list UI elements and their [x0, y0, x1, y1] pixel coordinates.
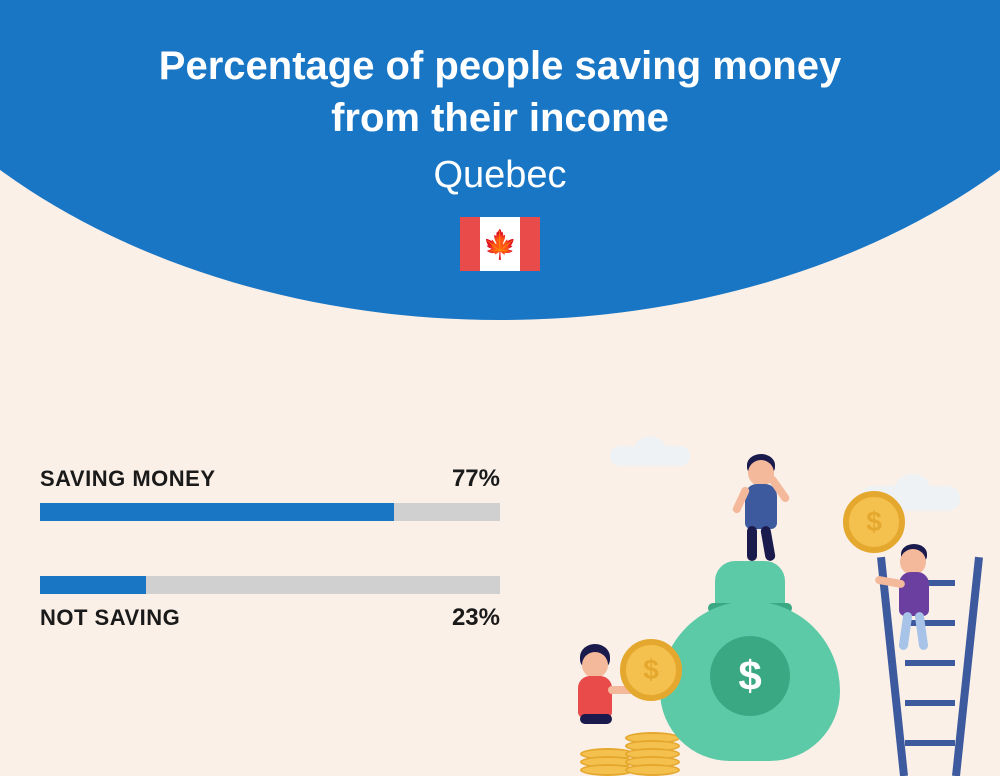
bar-fill [40, 503, 394, 521]
person-icon [895, 546, 955, 656]
bar-label: SAVING MONEY [40, 466, 216, 492]
bar-chart: SAVING MONEY 77% NOT SAVING 23% [40, 465, 500, 687]
dollar-sign-icon: $ [710, 636, 790, 716]
savings-illustration: $ $ $ [570, 436, 990, 776]
title-line2: from their income [331, 96, 669, 140]
bar-track [40, 503, 500, 521]
flag-stripe-right [520, 217, 540, 271]
bar-header: NOT SAVING 23% [40, 604, 500, 632]
bar-saving-money: SAVING MONEY 77% [40, 465, 500, 521]
flag-leaf-icon: 🍁 [480, 217, 520, 271]
bar-value: 23% [452, 604, 500, 632]
coin-icon: $ [620, 639, 682, 701]
canada-flag-icon: 🍁 [460, 217, 540, 271]
bar-not-saving: NOT SAVING 23% [40, 576, 500, 632]
coin-icon: $ [843, 491, 905, 553]
person-icon [735, 456, 795, 556]
bar-fill [40, 576, 146, 594]
bar-value: 77% [452, 465, 500, 493]
header: Percentage of people saving money from t… [0, 40, 1000, 271]
flag-stripe-left [460, 217, 480, 271]
money-bag-icon: $ [660, 561, 840, 761]
page-subtitle: Quebec [0, 154, 1000, 197]
cloud-icon [610, 446, 690, 466]
bar-header: SAVING MONEY 77% [40, 465, 500, 493]
bar-label: NOT SAVING [40, 605, 180, 631]
bar-track [40, 576, 500, 594]
page-title: Percentage of people saving money from t… [0, 40, 1000, 144]
title-line1: Percentage of people saving money [159, 44, 841, 88]
